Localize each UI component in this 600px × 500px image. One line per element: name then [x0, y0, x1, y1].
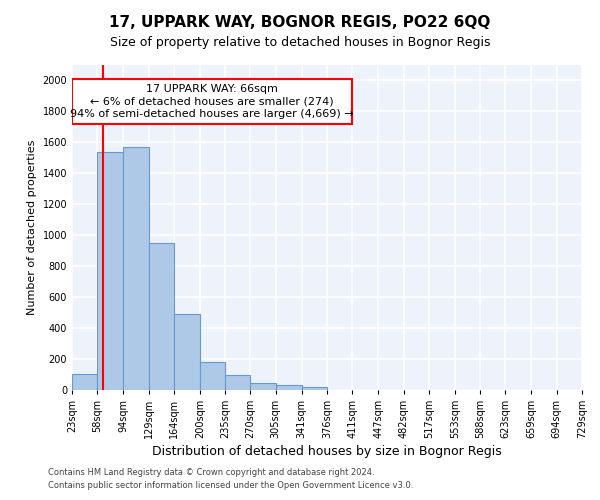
Bar — [97, 152, 123, 390]
Text: 17 UPPARK WAY: 66sqm: 17 UPPARK WAY: 66sqm — [146, 84, 278, 94]
Text: 94% of semi-detached houses are larger (4,669) →: 94% of semi-detached houses are larger (… — [70, 109, 354, 119]
Text: Contains HM Land Registry data © Crown copyright and database right 2024.: Contains HM Land Registry data © Crown c… — [48, 468, 374, 477]
Bar — [302, 387, 327, 390]
Bar — [225, 376, 250, 390]
Y-axis label: Number of detached properties: Number of detached properties — [27, 140, 37, 315]
Bar — [200, 362, 225, 390]
Bar — [149, 243, 174, 390]
Bar — [276, 386, 302, 390]
Bar — [250, 383, 276, 390]
Text: Contains public sector information licensed under the Open Government Licence v3: Contains public sector information licen… — [48, 480, 413, 490]
Text: ← 6% of detached houses are smaller (274): ← 6% of detached houses are smaller (274… — [91, 96, 334, 106]
Text: 17, UPPARK WAY, BOGNOR REGIS, PO22 6QQ: 17, UPPARK WAY, BOGNOR REGIS, PO22 6QQ — [109, 15, 491, 30]
Bar — [72, 374, 97, 390]
X-axis label: Distribution of detached houses by size in Bognor Regis: Distribution of detached houses by size … — [152, 446, 502, 458]
Bar — [72, 79, 352, 124]
Bar — [123, 147, 149, 390]
Text: Size of property relative to detached houses in Bognor Regis: Size of property relative to detached ho… — [110, 36, 490, 49]
Bar — [174, 314, 200, 390]
